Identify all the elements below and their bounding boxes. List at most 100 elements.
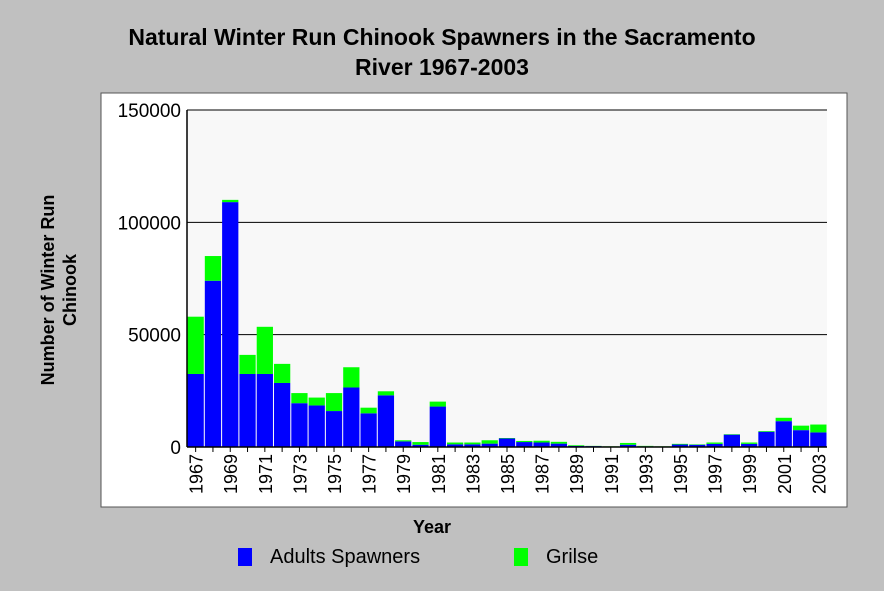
bar-grilse-1995 (671, 443, 689, 445)
x-tick-label: 1987 (533, 454, 553, 494)
bar-adults-2003 (810, 432, 827, 447)
x-tick-label: 1969 (221, 454, 241, 494)
bar-adults-1982 (446, 444, 464, 447)
bar-adults-1968 (204, 280, 222, 447)
bar-adults-1967 (187, 373, 204, 447)
bar-grilse-1972 (274, 363, 291, 383)
bar-adults-1973 (291, 403, 308, 447)
bars (187, 199, 827, 447)
bar-grilse-2002 (792, 425, 810, 431)
x-tick-labels: 1967 1969 1971 1973 1975 1977 1979 1981 1983 1985… (187, 454, 830, 494)
x-tick-label: 1999 (740, 454, 760, 494)
x-tick-label: 1979 (394, 454, 414, 494)
legend-label-adults: Adults Spawners (270, 546, 421, 568)
bar-grilse-2000 (758, 431, 775, 432)
y-axis-label-line-1: Number of Winter Run (38, 194, 58, 386)
bar-grilse-1977 (360, 407, 377, 414)
x-tick-label: 1989 (567, 454, 587, 494)
chart-title: Natural Winter Run Chinook Spawners in t… (0, 22, 884, 82)
bar-grilse-1989 (568, 445, 585, 446)
x-tick-label: 1997 (706, 454, 726, 494)
x-tick-label: 1991 (602, 454, 622, 494)
bar-adults-1986 (516, 442, 533, 447)
x-tick-label: 2003 (809, 454, 829, 494)
bar-grilse-1988 (550, 441, 568, 444)
bar-adults-1988 (550, 443, 568, 447)
bar-adults-2001 (775, 421, 792, 447)
y-tick-label: 100000 (118, 213, 181, 234)
bar-grilse-1987 (533, 440, 550, 443)
bar-adults-1999 (741, 443, 758, 447)
x-tick-label: 1977 (360, 454, 380, 494)
bar-grilse-1981 (429, 401, 446, 407)
bar-grilse-1968 (204, 256, 222, 281)
x-tick-label: 1993 (636, 454, 656, 494)
y-axis-label-line-2: Chinook (60, 254, 80, 327)
bar-grilse-1975 (325, 393, 343, 412)
bar-adults-1981 (429, 406, 446, 447)
bar-grilse-1974 (308, 397, 325, 406)
x-tick-label: 2001 (775, 454, 795, 494)
y-tick-labels: 0 50000 100000 150000 (118, 101, 181, 459)
x-tick-label: 1981 (429, 454, 449, 494)
bar-adults-1976 (343, 387, 360, 447)
axes (186, 110, 827, 452)
bar-grilse-1984 (481, 440, 498, 444)
bar-adults-1995 (671, 444, 689, 447)
bar-adults-1980 (412, 444, 429, 447)
chart-title-line-2: River 1967-2003 (355, 54, 529, 80)
bar-grilse-1973 (291, 393, 308, 404)
bar-adults-1997 (706, 443, 723, 447)
bar-adults-1977 (360, 413, 377, 447)
x-tick-label: 1971 (256, 454, 276, 494)
bar-grilse-1999 (741, 442, 758, 444)
bar-adults-2000 (758, 431, 775, 447)
bar-adults-1992 (619, 444, 637, 447)
bar-adults-1978 (377, 395, 395, 447)
bar-adults-1983 (464, 444, 481, 447)
chart-title-line-1: Natural Winter Run Chinook Spawners in t… (128, 24, 756, 50)
legend-swatch-adults (238, 548, 252, 566)
bar-adults-1969 (222, 202, 239, 447)
bar-grilse-1969 (222, 199, 239, 203)
bar-grilse-1986 (516, 440, 533, 443)
bar-grilse-1983 (464, 442, 481, 445)
x-tick-label: 1995 (671, 454, 691, 494)
x-tick-label: 1985 (498, 454, 518, 494)
bar-grilse-1979 (395, 440, 412, 442)
bar-grilse-1971 (256, 326, 273, 374)
bar-adults-1998 (723, 434, 740, 447)
bar-grilse-1982 (446, 442, 464, 445)
bar-grilse-1970 (239, 354, 256, 374)
x-tick-label: 1967 (187, 454, 207, 494)
x-tick-label: 1973 (290, 454, 310, 494)
x-tick-label: 1975 (325, 454, 345, 494)
legend-label-grilse: Grilse (546, 546, 599, 568)
bar-adults-1984 (481, 443, 498, 447)
x-axis-label: Year (412, 517, 452, 537)
bar-adults-1971 (256, 373, 273, 447)
bar-adults-1987 (533, 442, 550, 447)
bar-adults-1975 (325, 411, 343, 447)
bar-grilse-1997 (706, 442, 723, 444)
legend-swatch-grilse (514, 548, 528, 566)
bar-adults-1974 (308, 405, 325, 447)
bar-adults-2002 (792, 430, 810, 447)
y-axis-label: Number of Winter Run Chinook (37, 195, 81, 386)
y-tick-label: 50000 (128, 326, 181, 347)
y-tick-label: 0 (170, 438, 181, 459)
bar-grilse-1980 (412, 442, 429, 445)
y-tick-label: 150000 (118, 101, 181, 122)
bar-adults-1979 (395, 441, 412, 447)
bar-adults-1970 (239, 373, 256, 447)
bar-adults-1996 (689, 444, 706, 447)
bar-grilse-1967 (187, 316, 204, 374)
bar-adults-1972 (274, 382, 291, 447)
bar-grilse-2001 (775, 417, 792, 422)
bar-grilse-1976 (343, 367, 360, 388)
plot-area (187, 110, 827, 447)
x-tick-label: 1983 (463, 454, 483, 494)
bar-grilse-1992 (619, 442, 637, 445)
bar-grilse-2003 (810, 424, 827, 433)
